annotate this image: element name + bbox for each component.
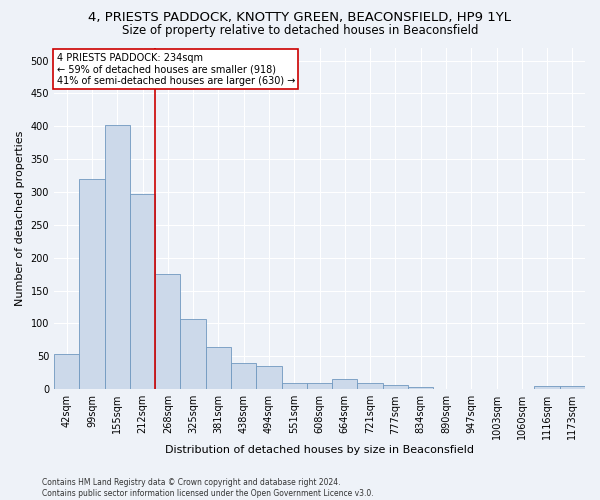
Bar <box>358 384 383 389</box>
Y-axis label: Number of detached properties: Number of detached properties <box>15 130 25 306</box>
Bar <box>130 194 155 389</box>
Bar <box>54 354 79 389</box>
X-axis label: Distribution of detached houses by size in Beaconsfield: Distribution of detached houses by size … <box>165 445 474 455</box>
Bar <box>408 387 433 389</box>
Bar <box>383 386 408 389</box>
Bar <box>332 380 358 389</box>
Text: 4 PRIESTS PADDOCK: 234sqm
← 59% of detached houses are smaller (918)
41% of semi: 4 PRIESTS PADDOCK: 234sqm ← 59% of detac… <box>56 52 295 86</box>
Bar <box>560 386 585 389</box>
Bar <box>231 363 256 389</box>
Bar <box>256 366 281 389</box>
Bar <box>181 319 206 389</box>
Bar <box>206 347 231 389</box>
Text: Contains HM Land Registry data © Crown copyright and database right 2024.
Contai: Contains HM Land Registry data © Crown c… <box>42 478 374 498</box>
Bar <box>79 179 104 389</box>
Bar <box>281 382 307 389</box>
Text: 4, PRIESTS PADDOCK, KNOTTY GREEN, BEACONSFIELD, HP9 1YL: 4, PRIESTS PADDOCK, KNOTTY GREEN, BEACON… <box>89 12 511 24</box>
Text: Size of property relative to detached houses in Beaconsfield: Size of property relative to detached ho… <box>122 24 478 37</box>
Bar <box>307 382 332 389</box>
Bar <box>155 274 181 389</box>
Bar <box>104 125 130 389</box>
Bar <box>535 386 560 389</box>
